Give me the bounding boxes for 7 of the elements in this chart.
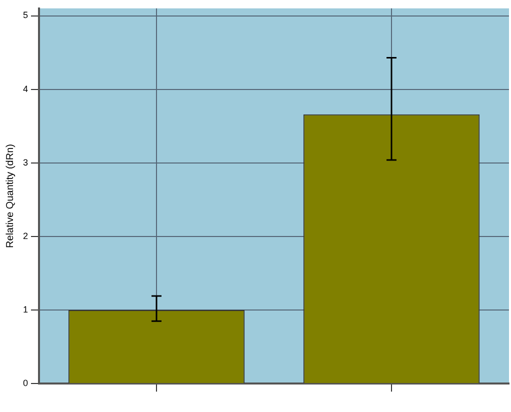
y-tick-label: 5	[22, 10, 28, 20]
y-tick-label: 3	[22, 157, 28, 168]
y-tick-label: 4	[22, 84, 28, 94]
y-tick-label: 0	[22, 378, 28, 388]
y-tick-label: 1	[22, 304, 28, 315]
y-axis-title: Relative Quantity (dRn)	[4, 144, 16, 248]
y-tick-label: 2	[22, 230, 28, 241]
